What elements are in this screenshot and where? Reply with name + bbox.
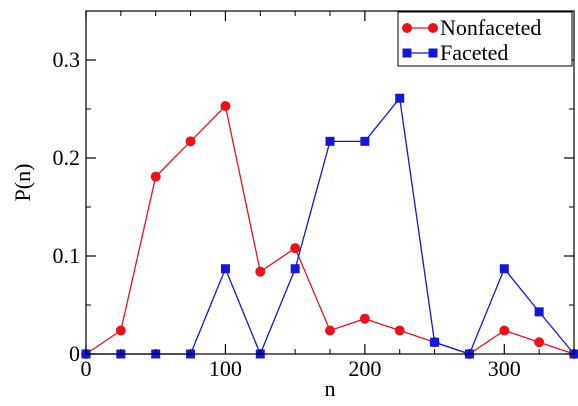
- data-point: [325, 325, 335, 335]
- data-point: [326, 137, 335, 146]
- x-axis-title: n: [325, 376, 336, 401]
- legend-marker: [403, 49, 412, 58]
- legend-marker: [402, 23, 412, 33]
- x-tick-label: 100: [209, 356, 242, 381]
- data-point: [255, 267, 265, 277]
- y-tick-label: 0.2: [53, 145, 81, 170]
- series-faceted: [82, 94, 578, 359]
- legend-label: Faceted: [440, 40, 508, 65]
- data-point: [221, 264, 230, 273]
- data-point: [430, 338, 439, 347]
- series-layer: [81, 94, 578, 359]
- data-point: [116, 325, 126, 335]
- legend-label: Nonfaceted: [440, 15, 541, 40]
- y-tick-label: 0.3: [53, 47, 81, 72]
- data-point: [360, 314, 370, 324]
- data-point: [151, 172, 161, 182]
- legend-marker: [429, 49, 438, 58]
- legend-marker: [428, 23, 438, 33]
- x-tick-label: 300: [488, 356, 521, 381]
- data-point: [395, 94, 404, 103]
- data-point: [499, 325, 509, 335]
- data-point: [360, 137, 369, 146]
- data-point: [534, 337, 544, 347]
- data-point: [186, 136, 196, 146]
- data-point: [500, 264, 509, 273]
- data-point: [290, 243, 300, 253]
- x-tick-label: 0: [81, 356, 92, 381]
- y-axis-title: P(n): [10, 164, 35, 202]
- series-line: [86, 98, 574, 354]
- y-tick-label: 0: [69, 341, 80, 366]
- y-tick-label: 0.1: [53, 243, 81, 268]
- data-point: [535, 307, 544, 316]
- data-point: [395, 325, 405, 335]
- data-point: [220, 101, 230, 111]
- x-tick-label: 200: [348, 356, 381, 381]
- data-point: [291, 264, 300, 273]
